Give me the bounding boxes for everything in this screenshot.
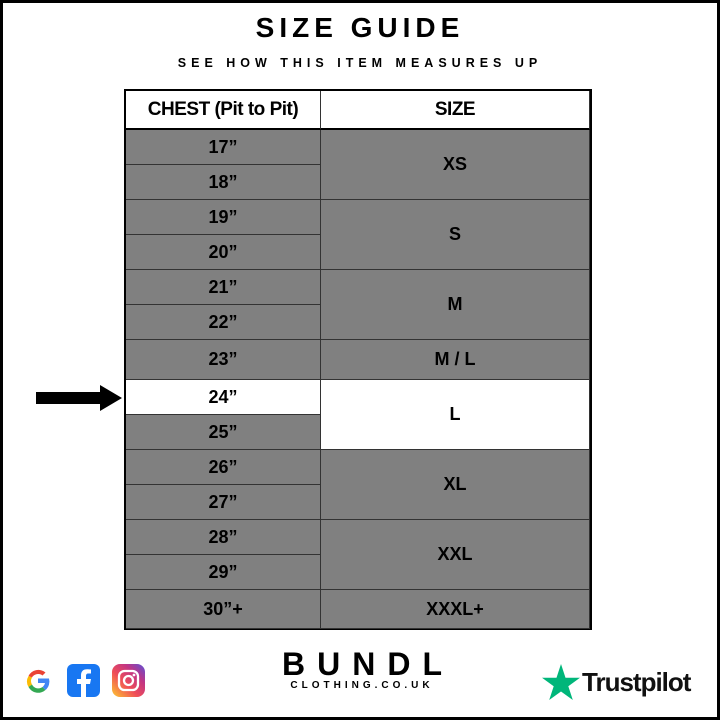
chest-cell: 29” — [126, 555, 321, 590]
size-cell: XXL — [321, 520, 590, 590]
chest-cell: 21” — [126, 270, 321, 305]
size-cell-highlighted: L — [321, 380, 590, 450]
header-size: SIZE — [321, 91, 590, 130]
size-cell: S — [321, 200, 590, 270]
size-cell: XL — [321, 450, 590, 520]
size-cell: M / L — [321, 340, 590, 380]
star-icon — [542, 664, 580, 700]
facebook-icon[interactable] — [67, 664, 100, 697]
chest-cell: 20” — [126, 235, 321, 270]
chest-cell: 26” — [126, 450, 321, 485]
brand-domain: CLOTHING.CO.UK — [290, 680, 434, 691]
brand-logo: BUNDL CLOTHING.CO.UK — [270, 648, 450, 691]
chest-cell: 22” — [126, 305, 321, 340]
size-cell: XS — [321, 130, 590, 200]
chest-cell: 28” — [126, 520, 321, 555]
page-title: SIZE GUIDE — [255, 12, 465, 43]
size-cell: XXXL+ — [321, 590, 590, 629]
google-icon[interactable] — [21, 664, 55, 698]
chest-cell: 30”+ — [126, 590, 321, 629]
trustpilot-logo[interactable]: Trustpilot — [542, 664, 691, 700]
arrow-right-icon — [36, 385, 122, 411]
brand-name: BUNDL — [282, 646, 454, 682]
page-subtitle: SEE HOW THIS ITEM MEASURES UP — [177, 56, 543, 70]
chest-cell: 17” — [126, 130, 321, 165]
chest-cell: 18” — [126, 165, 321, 200]
chest-cell: 19” — [126, 200, 321, 235]
chest-cell: 23” — [126, 340, 321, 380]
instagram-icon[interactable] — [112, 664, 145, 697]
social-icons — [21, 664, 145, 698]
trustpilot-label: Trustpilot — [582, 666, 691, 697]
chest-cell: 27” — [126, 485, 321, 520]
chest-cell-highlighted: 24” — [126, 380, 321, 415]
chest-cell: 25” — [126, 415, 321, 450]
header-chest: CHEST (Pit to Pit) — [126, 91, 321, 130]
size-cell: M — [321, 270, 590, 340]
size-table: CHEST (Pit to Pit) SIZE 17” 18” 19” 20” … — [124, 89, 592, 630]
